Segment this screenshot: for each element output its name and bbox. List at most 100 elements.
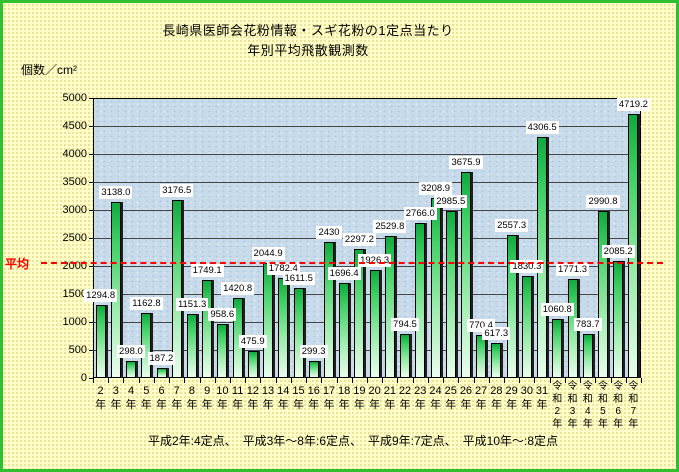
y-tick-mark	[89, 350, 93, 351]
bar-value-label: 1749.1	[190, 264, 224, 278]
x-tick-mark	[245, 378, 247, 383]
y-axis-unit-label: 個数／cm²	[21, 63, 77, 77]
bar-value-label: 1771.3	[556, 262, 590, 276]
chart-title-line1: 長崎県医師会花粉情報・スギ花粉の1定点当たり	[162, 23, 454, 38]
x-tick-mark	[153, 378, 155, 383]
bar-29年	[506, 234, 517, 378]
bar-value-label: 1151.3	[175, 297, 209, 311]
y-tick-mark	[89, 210, 93, 211]
x-tick-mark	[275, 378, 277, 383]
bar-value-label: 958.6	[208, 308, 237, 322]
gridline-1500	[93, 294, 641, 295]
x-axis-label-23年: 23 年	[414, 385, 427, 411]
bar-value-label: 2557.3	[495, 218, 529, 232]
y-tick-label-1500: 1500	[62, 288, 87, 300]
bar-value-label: 2529.8	[373, 220, 407, 234]
x-tick-mark	[321, 378, 323, 383]
gridline-500	[93, 350, 641, 351]
x-tick-mark	[534, 378, 536, 383]
bar-value-label: 783.7	[573, 318, 602, 332]
x-tick-mark	[230, 378, 231, 383]
bar-value-label: 4719.2	[616, 97, 650, 111]
x-tick-mark	[549, 378, 551, 383]
bar-value-label: 1060.8	[540, 302, 574, 316]
y-tick-label-2500: 2500	[62, 232, 87, 244]
x-axis-label-13年: 13 年	[261, 385, 275, 411]
gridline-4000	[93, 154, 641, 155]
x-axis-label-令和2年: 令 和 2 年	[552, 381, 563, 430]
x-axis-label-17年: 17 年	[322, 385, 336, 411]
x-tick-mark	[473, 378, 475, 383]
bar-12年	[247, 351, 258, 378]
bar-value-label: 2430	[316, 225, 342, 239]
bar-value-label: 2985.5	[434, 194, 468, 208]
y-tick-label-4500: 4500	[62, 120, 87, 132]
bar-25年	[445, 210, 456, 378]
x-axis-label-令和4年: 令 和 4 年	[582, 381, 593, 430]
x-axis-label-令和3年: 令 和 3 年	[567, 381, 578, 430]
x-axis-label-6年: 6 年	[156, 385, 167, 411]
x-axis-label-5年: 5 年	[140, 385, 152, 411]
y-tick-mark	[89, 126, 93, 127]
x-tick-mark	[488, 378, 490, 383]
x-tick-mark	[427, 378, 429, 383]
y-tick-mark	[89, 154, 93, 155]
footnote-observation-points: 平成2年:4定点、 平成3年～8年:6定点、 平成9年:7定点、 平成10年～:…	[147, 434, 559, 448]
bar-value-label: 2990.8	[586, 194, 620, 208]
x-tick-mark	[184, 378, 186, 383]
bar-value-label: 299.3	[299, 345, 328, 359]
x-tick-mark	[504, 378, 505, 383]
bar-18年	[339, 283, 350, 378]
x-axis-label-31年: 31 年	[535, 385, 549, 411]
bar-31年	[537, 136, 548, 378]
y-tick-mark	[89, 98, 93, 99]
x-tick-mark	[290, 378, 292, 383]
x-axis-label-9年: 9 年	[201, 385, 213, 411]
x-tick-mark	[443, 378, 445, 383]
bar-28年	[491, 343, 502, 378]
bar-6年	[156, 367, 167, 378]
x-tick-mark	[625, 378, 627, 383]
x-axis-label-3年: 3 年	[110, 385, 122, 411]
bar-value-label: 1926.3	[358, 254, 392, 268]
bar-8年	[186, 313, 197, 378]
bar-value-label: 3138.0	[99, 186, 133, 200]
x-axis-label-10年: 10 年	[216, 385, 229, 411]
x-tick-mark	[336, 378, 338, 383]
bar-令和5年	[597, 210, 608, 378]
gridline-4500	[93, 126, 641, 127]
bar-value-label: 2085.2	[601, 245, 635, 259]
gridline-3000	[93, 210, 641, 211]
x-tick-mark	[214, 378, 216, 383]
bar-value-label: 1611.5	[282, 271, 315, 285]
x-tick-mark	[595, 378, 597, 383]
x-axis-label-令和5年: 令 和 5 年	[597, 381, 608, 430]
bar-15年	[293, 287, 304, 378]
bar-value-label: 298.0	[117, 345, 145, 359]
bar-value-label: 1420.8	[221, 282, 255, 296]
bar-24年	[430, 198, 441, 378]
x-axis-label-8年: 8 年	[186, 385, 198, 411]
x-tick-mark	[641, 378, 642, 383]
bar-21年	[384, 236, 395, 378]
x-axis-label-27年: 27 年	[475, 385, 488, 411]
x-tick-mark	[382, 378, 384, 383]
bar-9年	[202, 280, 213, 378]
mean-dashed-line	[41, 262, 663, 265]
bar-令和4年	[582, 334, 593, 378]
x-axis-label-11年: 11 年	[231, 385, 244, 411]
x-axis-label-7年: 7 年	[171, 385, 183, 411]
bar-10年	[217, 324, 228, 378]
x-axis-label-16年: 16 年	[307, 385, 320, 411]
x-axis-label-20年: 20 年	[368, 385, 381, 411]
y-tick-label-500: 500	[68, 344, 87, 356]
x-axis-label-25年: 25 年	[444, 385, 457, 411]
x-axis-label-2年: 2 年	[95, 385, 107, 411]
x-axis-label-4年: 4 年	[125, 385, 137, 411]
bar-22年	[400, 333, 411, 378]
gridline-3500	[93, 182, 641, 183]
x-tick-mark	[108, 378, 110, 383]
x-axis-label-12年: 12 年	[246, 385, 259, 411]
x-tick-mark	[123, 378, 125, 383]
bar-20年	[369, 270, 380, 378]
